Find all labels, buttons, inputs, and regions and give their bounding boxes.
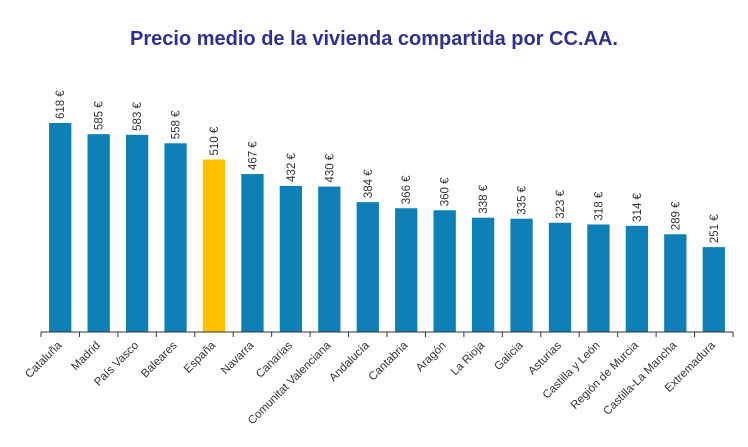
bar	[471, 217, 495, 332]
bar-value-label: 618 €	[55, 90, 67, 119]
bar-value-label: 335 €	[517, 185, 529, 214]
x-tick-label: Baleares	[139, 339, 180, 380]
bar	[279, 185, 303, 332]
bar-value-label: 467 €	[247, 141, 259, 170]
bar-value-label: 318 €	[593, 191, 605, 220]
bar-value-label: 510 €	[209, 126, 221, 155]
x-tick-label: Cataluña	[23, 339, 64, 380]
bar	[125, 134, 149, 332]
bar-value-label: 558 €	[171, 110, 183, 139]
bar	[433, 210, 456, 332]
bar	[395, 208, 418, 332]
bar	[241, 174, 264, 332]
x-tick-label: Región de Murcia	[569, 339, 642, 412]
x-tick-label: Asturias	[526, 339, 564, 377]
bar	[356, 202, 379, 332]
bar	[510, 218, 533, 332]
bar-value-label: 583 €	[132, 101, 144, 130]
x-tick-label: La Rioja	[449, 339, 488, 378]
bar	[664, 234, 687, 332]
bar	[164, 143, 187, 332]
bar	[318, 186, 341, 332]
bar-value-label: 314 €	[632, 192, 644, 221]
bar	[702, 247, 725, 332]
x-tick-label: España	[182, 339, 218, 375]
bar	[587, 224, 610, 332]
bar-value-label: 323 €	[555, 189, 567, 218]
bar	[548, 222, 572, 332]
x-tick-label: Galicia	[492, 339, 526, 373]
x-tick-label: Andalucía	[327, 339, 372, 384]
bar-highlight	[202, 159, 226, 332]
x-tick-label: Navarra	[219, 339, 257, 377]
bar-value-label: 289 €	[670, 201, 682, 230]
bar	[49, 123, 72, 332]
chart-title: Precio medio de la vivienda compartida p…	[130, 28, 618, 50]
bar	[87, 134, 110, 332]
bar-value-label: 432 €	[286, 153, 298, 182]
bar-value-label: 251 €	[709, 214, 721, 243]
bar-value-label: 384 €	[363, 169, 375, 198]
x-tick-label: Aragón	[414, 340, 449, 375]
bar-value-label: 360 €	[440, 177, 452, 206]
bar	[625, 225, 649, 332]
bar-value-label: 338 €	[478, 184, 490, 213]
bar-value-label: 366 €	[401, 175, 413, 204]
bar-value-label: 585 €	[94, 101, 106, 130]
x-axis-ticks	[40, 332, 734, 337]
x-tick-label: Castilla-La Mancha	[601, 339, 680, 418]
bars-layer	[49, 123, 725, 332]
bar-value-label: 430 €	[324, 153, 336, 182]
x-tick-label: Cantabria	[367, 339, 411, 383]
x-tick-label: Madrid	[69, 340, 102, 373]
